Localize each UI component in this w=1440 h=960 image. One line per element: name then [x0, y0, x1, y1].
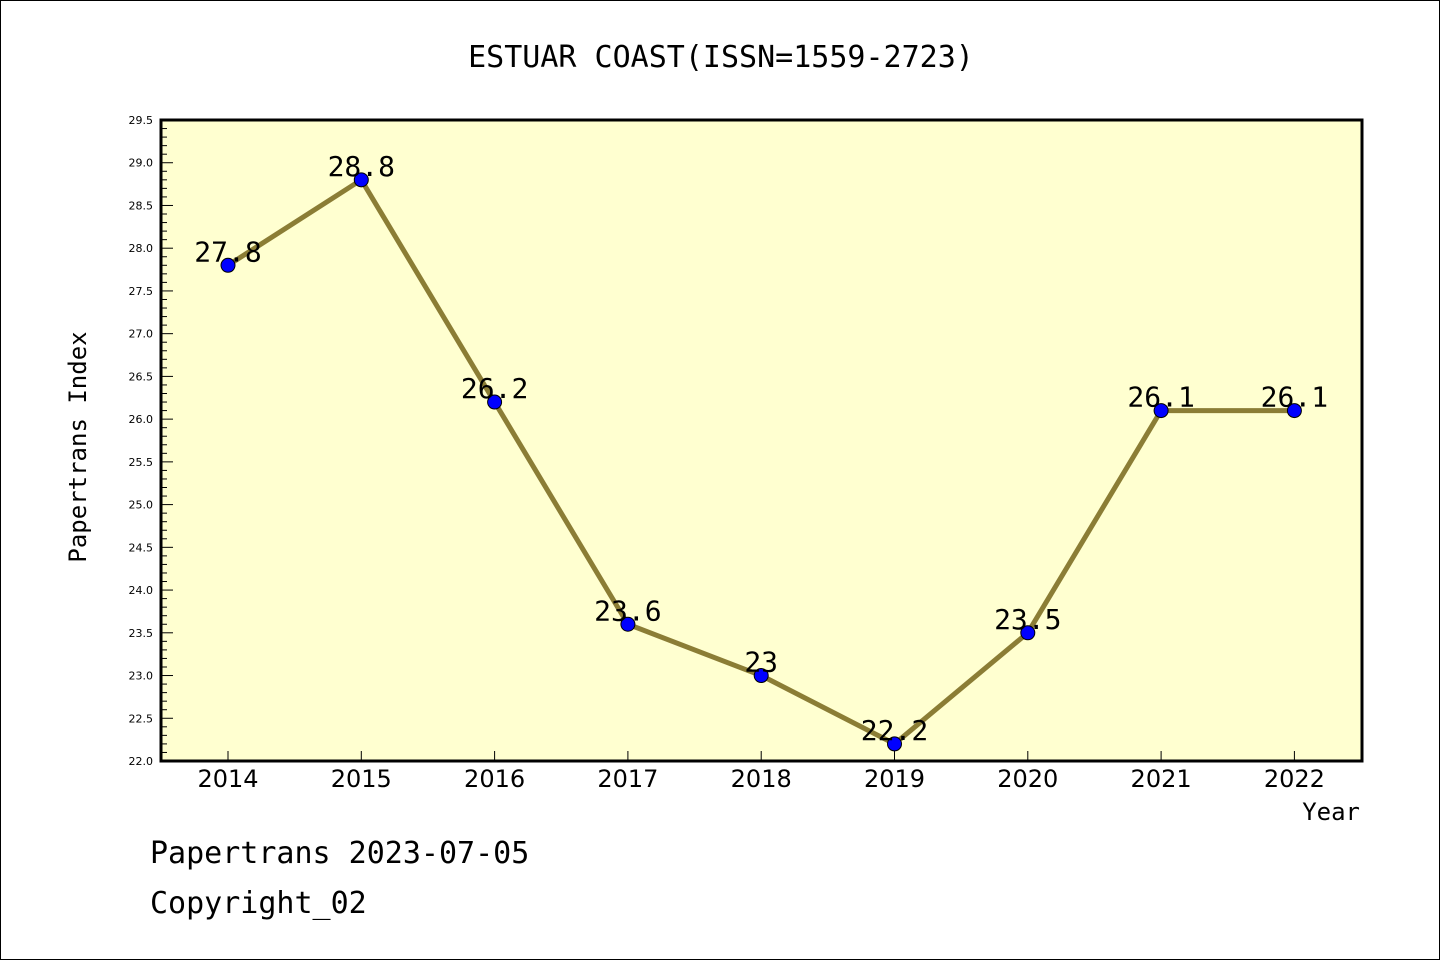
- x-tick-label: 2021: [1131, 765, 1192, 793]
- y-tick-label: 28.5: [129, 199, 154, 212]
- x-tick-label: 2017: [597, 765, 658, 793]
- data-point: [220, 257, 236, 273]
- y-tick-label: 26.0: [129, 413, 154, 426]
- data-point: [887, 736, 902, 752]
- x-axis: 2014 2015 2016 2017 2018 2019 2020 2021 2022: [197, 751, 1325, 793]
- x-tick-label: 2018: [731, 765, 792, 793]
- y-tick-label: 25.5: [129, 456, 154, 469]
- plot-area: [159, 118, 1364, 763]
- y-axis: 22.0 22.5 23.0 23.5 24.0 24.5 25.0 25.5 26.0 26.5…: [129, 114, 173, 768]
- data-label: 23.6: [594, 594, 661, 627]
- y-tick-label: 24.0: [129, 584, 154, 597]
- series-markers: [220, 172, 1302, 752]
- data-labels: 27.8 28.8 26.2 23.6 23 22.2 23.5 26.1 26.1: [194, 150, 1328, 747]
- y-tick-label: 28.0: [129, 242, 154, 255]
- x-tick-label: 2020: [997, 765, 1058, 793]
- x-axis-label: Year: [1302, 798, 1360, 826]
- data-point: [487, 394, 503, 410]
- data-label: 23: [744, 646, 778, 679]
- y-tick-label: 25.0: [129, 499, 154, 512]
- data-label: 26.1: [1261, 381, 1328, 414]
- y-tick-label: 27.0: [129, 328, 154, 341]
- x-tick-label: 2015: [331, 765, 392, 793]
- x-tick-label: 2014: [197, 765, 258, 793]
- data-point: [1286, 403, 1302, 419]
- data-label: 26.1: [1127, 381, 1194, 414]
- footer-copyright: Copyright_02: [150, 886, 367, 921]
- data-label: 26.2: [461, 372, 528, 405]
- data-point: [1020, 625, 1036, 641]
- y-tick-label: 27.5: [129, 285, 154, 298]
- chart-title: ESTUAR COAST(ISSN=1559-2723): [468, 40, 974, 75]
- x-tick-label: 2016: [464, 765, 525, 793]
- x-tick-label: 2019: [864, 765, 925, 793]
- footer-date: Papertrans 2023-07-05: [150, 836, 530, 871]
- data-point: [620, 616, 636, 632]
- y-tick-label: 26.5: [129, 370, 154, 383]
- y-tick-label: 23.0: [129, 670, 154, 683]
- data-point: [753, 668, 769, 684]
- y-tick-label: 24.5: [129, 541, 154, 554]
- y-axis-label: Papertrans Index: [64, 331, 92, 562]
- data-label: 23.5: [994, 603, 1061, 636]
- y-tick-label: 22.5: [129, 712, 154, 725]
- data-label: 27.8: [194, 235, 261, 268]
- data-label: 22.2: [861, 714, 928, 747]
- y-tick-label: 22.0: [129, 755, 154, 768]
- y-tick-label: 23.5: [129, 627, 154, 640]
- y-tick-label: 29.0: [129, 157, 154, 170]
- data-point: [353, 172, 369, 188]
- data-label: 28.8: [328, 150, 395, 183]
- x-tick-label: 2022: [1264, 765, 1325, 793]
- y-tick-label: 29.5: [129, 114, 154, 127]
- data-point: [1153, 403, 1169, 419]
